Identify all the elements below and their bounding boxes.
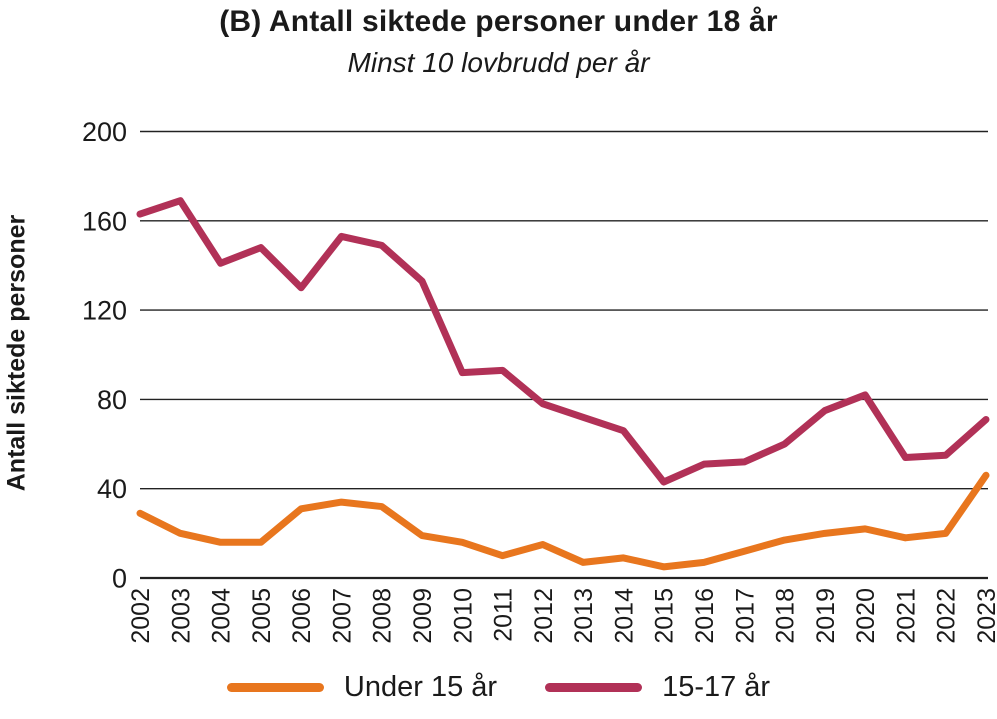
chart-title: (B) Antall siktede personer under 18 år [219, 5, 778, 38]
y-tick-label: 160 [82, 206, 127, 236]
x-tick-label: 2013 [570, 588, 598, 644]
x-tick-label: 2006 [288, 588, 316, 644]
x-tick-label: 2018 [772, 588, 800, 644]
x-tick-label: 2015 [651, 588, 679, 644]
legend-label-under-15: Under 15 år [343, 671, 498, 703]
legend: Under 15 år 15-17 år [0, 671, 997, 704]
y-tick-label: 0 [112, 564, 127, 594]
x-tick-label: 2016 [691, 588, 719, 644]
chart-subtitle: Minst 10 lovbrudd per år [347, 47, 650, 78]
y-tick-label: 80 [97, 385, 127, 415]
series-line-under-15 [136, 471, 990, 571]
x-tick-label: 2010 [449, 588, 477, 644]
x-tick-label: 2019 [812, 588, 840, 644]
y-tick-label: 120 [82, 296, 127, 326]
y-tick-label: 40 [97, 474, 127, 504]
legend-item-15-17: 15-17 år [545, 671, 770, 704]
x-tick-label: 2003 [167, 588, 195, 644]
legend-swatch-15-17-icon [545, 683, 643, 692]
x-tick-label: 2020 [852, 588, 880, 644]
x-tick-label: 2002 [127, 588, 155, 644]
x-tick-label: 2007 [328, 588, 356, 644]
series-line-15-17 [136, 197, 990, 486]
legend-swatch-under-15-icon [226, 683, 324, 692]
x-tick-label: 2008 [369, 588, 397, 644]
x-tick-label: 2004 [208, 588, 236, 644]
legend-label-15-17: 15-17 år [662, 671, 771, 703]
x-tick-label: 2022 [933, 588, 961, 644]
x-tick-label: 2014 [610, 588, 638, 644]
x-tick-label: 2009 [409, 588, 437, 644]
x-tick-label: 2021 [892, 588, 920, 644]
x-tick-label: 2012 [530, 588, 558, 644]
x-tick-label: 2011 [490, 588, 518, 642]
x-tick-label: 2005 [248, 588, 276, 644]
x-tick-label: 2023 [973, 588, 997, 644]
y-tick-label: 200 [82, 117, 127, 147]
legend-item-under-15: Under 15 år [226, 671, 498, 704]
x-tick-label: 2017 [731, 588, 759, 644]
